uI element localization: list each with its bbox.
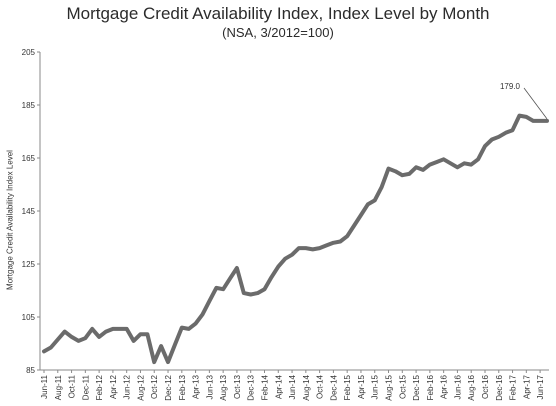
annotations: 179.0 <box>500 82 548 120</box>
x-tick-label: Oct-13 <box>233 374 242 399</box>
y-tick-label: 145 <box>22 207 36 216</box>
y-tick-label: 165 <box>22 154 36 163</box>
x-tick-label: Aug-14 <box>302 374 311 400</box>
x-tick-label: Feb-13 <box>178 374 187 400</box>
annotation-label: 179.0 <box>500 82 521 91</box>
x-tick-label: Jun-11 <box>40 374 49 398</box>
x-tick-label: Feb-15 <box>343 374 352 400</box>
x-tick-label: Dec-16 <box>495 374 504 400</box>
x-tick-label: Oct-14 <box>316 374 325 399</box>
y-tick-label: 185 <box>22 101 36 110</box>
x-ticks: Jun-11 Aug-11 Oct-11 Dec-11 Feb-12 Apr-12 Jun-… <box>40 370 545 401</box>
y-ticks: 85 105 125 145 165 185 205 <box>22 48 40 375</box>
x-tick-label: Apr-17 <box>522 374 531 399</box>
x-tick-label: Feb-14 <box>260 374 269 400</box>
x-tick-label: Dec-11 <box>81 374 90 400</box>
series-group <box>42 113 549 365</box>
y-tick-label: 205 <box>22 48 36 57</box>
x-tick-label: Jun-14 <box>288 374 297 399</box>
x-tick-label: Aug-16 <box>467 374 476 400</box>
y-tick-label: 105 <box>22 313 36 322</box>
axes <box>39 52 549 371</box>
x-tick-label: Dec-13 <box>247 374 256 400</box>
x-tick-label: Aug-12 <box>136 374 145 400</box>
x-tick-label: Jun-16 <box>453 374 462 399</box>
x-tick-label: Feb-17 <box>509 374 518 400</box>
x-tick-label: Oct-16 <box>481 374 490 399</box>
x-tick-label: Dec-12 <box>164 374 173 400</box>
x-tick-label: Apr-15 <box>357 374 366 399</box>
x-tick-label: Apr-12 <box>109 374 118 399</box>
y-tick-label: 125 <box>22 260 36 269</box>
x-tick-label: Oct-11 <box>68 374 77 398</box>
x-tick-label: Aug-11 <box>54 374 63 400</box>
annotation-leader-line <box>523 87 548 120</box>
x-tick-label: Aug-13 <box>219 374 228 400</box>
x-tick-label: Apr-14 <box>274 374 283 399</box>
x-tick-label: Oct-12 <box>150 374 159 399</box>
x-tick-label: Jun-15 <box>371 374 380 399</box>
x-tick-label: Aug-15 <box>385 374 394 400</box>
chart-title: Mortgage Credit Availability Index, Inde… <box>66 4 490 23</box>
x-tick-label: Jun-13 <box>205 374 214 399</box>
x-tick-label: Feb-16 <box>426 374 435 400</box>
series-line <box>42 113 549 365</box>
x-tick-label: Oct-15 <box>398 374 407 399</box>
x-tick-label: Dec-14 <box>329 374 338 400</box>
x-tick-label: Feb-12 <box>95 374 104 400</box>
x-tick-label: Apr-16 <box>440 374 449 399</box>
chart-subtitle: (NSA, 3/2012=100) <box>222 25 334 40</box>
y-tick-label: 85 <box>26 366 35 375</box>
x-tick-label: Jun-12 <box>123 374 132 399</box>
x-tick-label: Jun-17 <box>536 374 545 399</box>
x-tick-label: Apr-13 <box>192 374 201 399</box>
x-tick-label: Dec-15 <box>412 374 421 400</box>
